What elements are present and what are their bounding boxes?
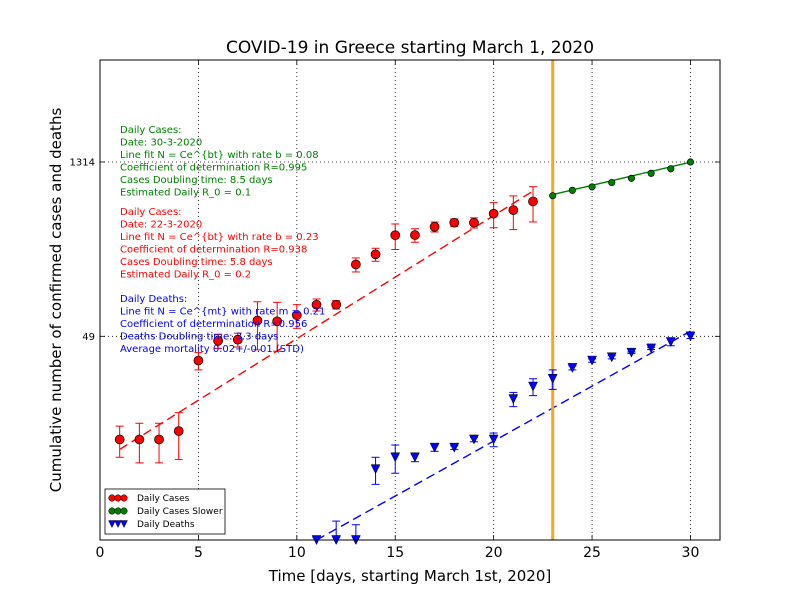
- data-point: [665, 337, 676, 348]
- legend: Daily Cases Daily Cases Slower Daily Death…: [104, 488, 226, 535]
- legend-label: Daily Deaths: [137, 520, 195, 530]
- data-point: [429, 221, 440, 232]
- annotation-text: Line fit N = Ce^{bt} with rate b = 0.23: [120, 232, 319, 243]
- data-point: [508, 394, 519, 405]
- legend-marker: [120, 507, 128, 515]
- x-tick-label: 25: [583, 545, 601, 561]
- data-point: [469, 217, 479, 228]
- y-axis-label: Cumulative number of confirmed cases and…: [47, 108, 65, 493]
- data-point: [549, 192, 557, 200]
- data-point: [528, 196, 538, 207]
- annotation-text: Average mortality 0.02+/-0.01 (STD): [120, 344, 304, 355]
- data-point: [547, 374, 558, 384]
- annotation-text: Line fit N = Ce^{mt} with rate m = 0.21: [120, 307, 325, 318]
- annotation-text: Date: 30-3-2020: [120, 138, 202, 149]
- data-point: [252, 315, 263, 326]
- y-tick-label: 49: [82, 332, 95, 343]
- data-point: [390, 452, 401, 463]
- annotation-text: Cases Doubling time: 8.5 days: [120, 175, 273, 186]
- data-point: [173, 426, 184, 436]
- x-tick-label: 15: [386, 545, 404, 561]
- legend-marker: [114, 494, 122, 502]
- legend-marker: [114, 507, 122, 515]
- data-point: [627, 174, 635, 182]
- data-point: [647, 169, 655, 177]
- data-point: [567, 363, 578, 373]
- data-point: [449, 442, 460, 453]
- data-point: [370, 464, 381, 475]
- annotation-text: Coefficient of determination R=0.938: [120, 245, 307, 256]
- data-point: [667, 165, 675, 173]
- data-point: [154, 434, 164, 445]
- annotation-text: Line fit N = Ce^{bt} with rate b = 0.08: [120, 150, 319, 161]
- data-point: [587, 355, 597, 366]
- annotation-text: Estimated Daily R_0 = 0.2: [120, 270, 251, 281]
- data-point: [232, 334, 243, 345]
- x-tick-label: 0: [96, 545, 105, 561]
- annotation-text: Coefficient of determination R=0.956: [120, 319, 307, 330]
- axis-ticks: 0 5 10 15 20 25 30 49 1314: [70, 60, 720, 561]
- data-point: [449, 217, 460, 228]
- data-point: [410, 230, 420, 240]
- data-point: [311, 299, 322, 310]
- data-point: [193, 355, 204, 366]
- legend-marker: [108, 520, 116, 528]
- data-point: [626, 347, 637, 358]
- data-point: [528, 381, 538, 392]
- annotation-text: Coefficient of determination R=0.995: [120, 163, 307, 174]
- data-point: [331, 299, 342, 310]
- x-tick-label: 30: [682, 545, 700, 561]
- data-point: [685, 331, 696, 342]
- data-point: [469, 434, 479, 445]
- data-point: [608, 178, 616, 187]
- x-tick-label: 20: [485, 545, 503, 561]
- legend-marker: [120, 520, 128, 528]
- data-point: [410, 452, 420, 463]
- data-point: [114, 434, 125, 445]
- annotation-text: Daily Cases:: [120, 207, 182, 218]
- x-tick-label: 5: [194, 545, 203, 561]
- legend-marker: [120, 494, 128, 502]
- annotation-text: Daily Cases:: [120, 125, 182, 136]
- fit-line: [119, 190, 534, 451]
- data-point: [291, 310, 302, 321]
- data-point: [508, 205, 519, 215]
- data-point: [213, 335, 223, 346]
- plot-frame: [99, 59, 721, 541]
- annotation-text: Estimated Daily R_0 = 0.1: [120, 188, 251, 199]
- data-point: [588, 183, 596, 191]
- y-tick-label: 1314: [70, 157, 95, 168]
- data-point: [370, 249, 381, 260]
- data-point: [272, 316, 282, 327]
- data-point: [351, 259, 361, 270]
- grid-lines: [100, 60, 720, 540]
- data-point: [390, 230, 401, 241]
- data-point: [686, 158, 695, 166]
- annotation-text: Deaths Doubling time: 3.3 days: [120, 332, 278, 343]
- annotation-text: Cases Doubling time: 5.8 days: [120, 257, 273, 268]
- data-point: [568, 186, 576, 194]
- data-point: [429, 442, 440, 453]
- legend-label: Daily Cases Slower: [137, 507, 223, 517]
- data-point: [488, 208, 499, 219]
- data-point: [134, 434, 145, 445]
- data-point: [606, 352, 617, 363]
- legend-marker: [114, 520, 122, 528]
- legend-marker: [108, 507, 116, 515]
- legend-marker: [108, 494, 116, 502]
- chart-title: COVID-19 in Greece starting March 1, 202…: [226, 38, 594, 58]
- annotation-text: Date: 22-3-2020: [120, 220, 202, 231]
- data-point: [646, 343, 657, 354]
- annotation-text: Daily Deaths:: [120, 294, 187, 305]
- x-tick-label: 10: [288, 545, 306, 561]
- data-point: [488, 434, 499, 445]
- x-axis-label: Time [days, starting March 1st, 2020]: [268, 567, 551, 585]
- fit-line: [316, 330, 691, 541]
- legend-label: Daily Cases: [137, 494, 190, 504]
